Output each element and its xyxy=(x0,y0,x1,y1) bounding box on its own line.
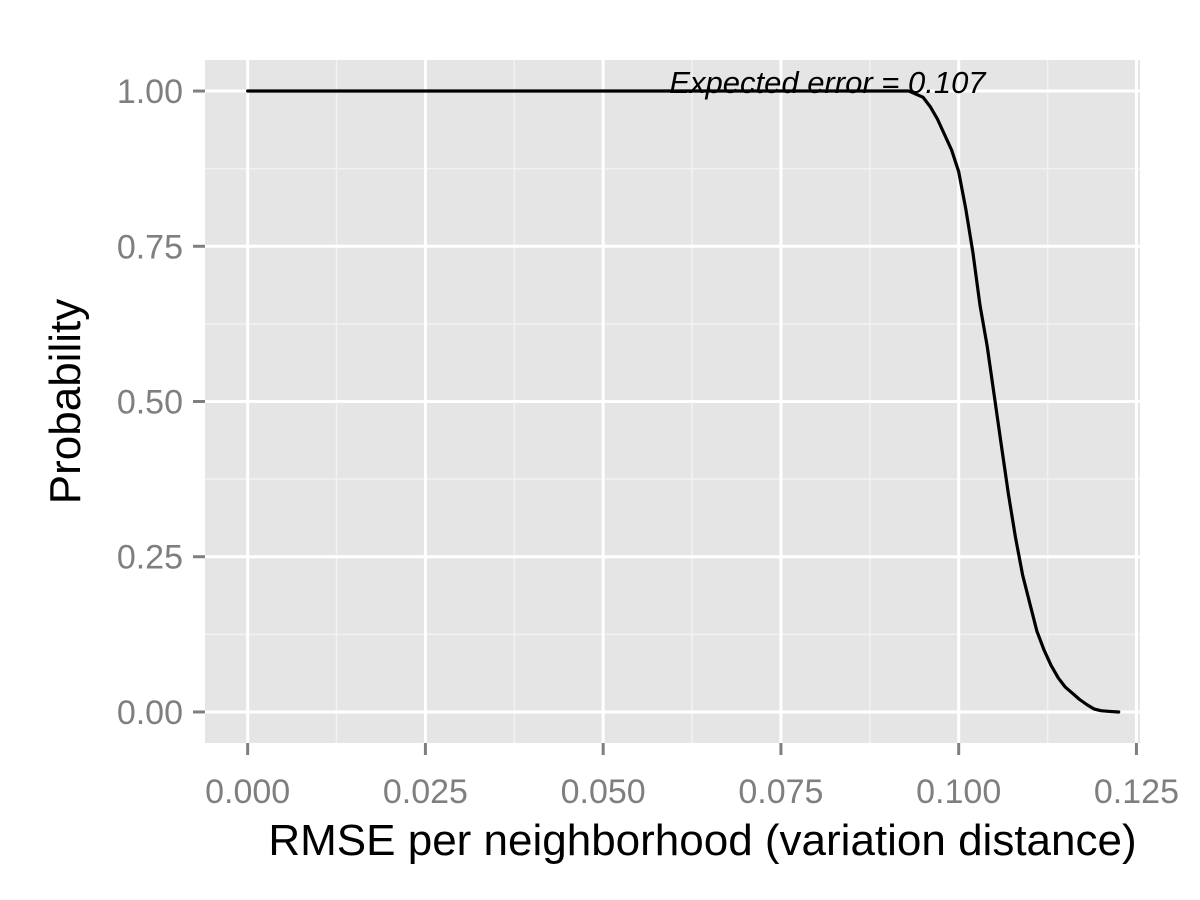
x-tick-label: 0.025 xyxy=(383,773,468,811)
y-tick-label: 0.50 xyxy=(117,384,183,422)
y-axis-title: Probability xyxy=(41,299,90,504)
y-tick-label: 0.75 xyxy=(117,228,183,266)
x-axis-title: RMSE per neighborhood (variation distanc… xyxy=(268,816,1136,865)
x-tick-label: 0.100 xyxy=(916,773,1001,811)
expected-error-annotation: Expected error = 0.107 xyxy=(669,65,987,100)
y-tick-label: 1.00 xyxy=(117,73,183,111)
y-tick-label: 0.25 xyxy=(117,539,183,577)
x-tick-label: 0.075 xyxy=(738,773,823,811)
x-tick-label: 0.125 xyxy=(1094,773,1179,811)
x-tick-label: 0.050 xyxy=(561,773,646,811)
y-tick-label: 0.00 xyxy=(117,694,183,732)
x-axis-ticks: 0.000 0.025 0.050 0.075 0.100 0.125 xyxy=(205,743,1179,811)
series-line xyxy=(246,89,1121,714)
y-axis-ticks: 0.00 0.25 0.50 0.75 1.00 xyxy=(117,73,205,732)
x-tick-label: 0.000 xyxy=(205,773,290,811)
major-gridlines xyxy=(205,60,1140,743)
series-layer xyxy=(246,89,1121,714)
